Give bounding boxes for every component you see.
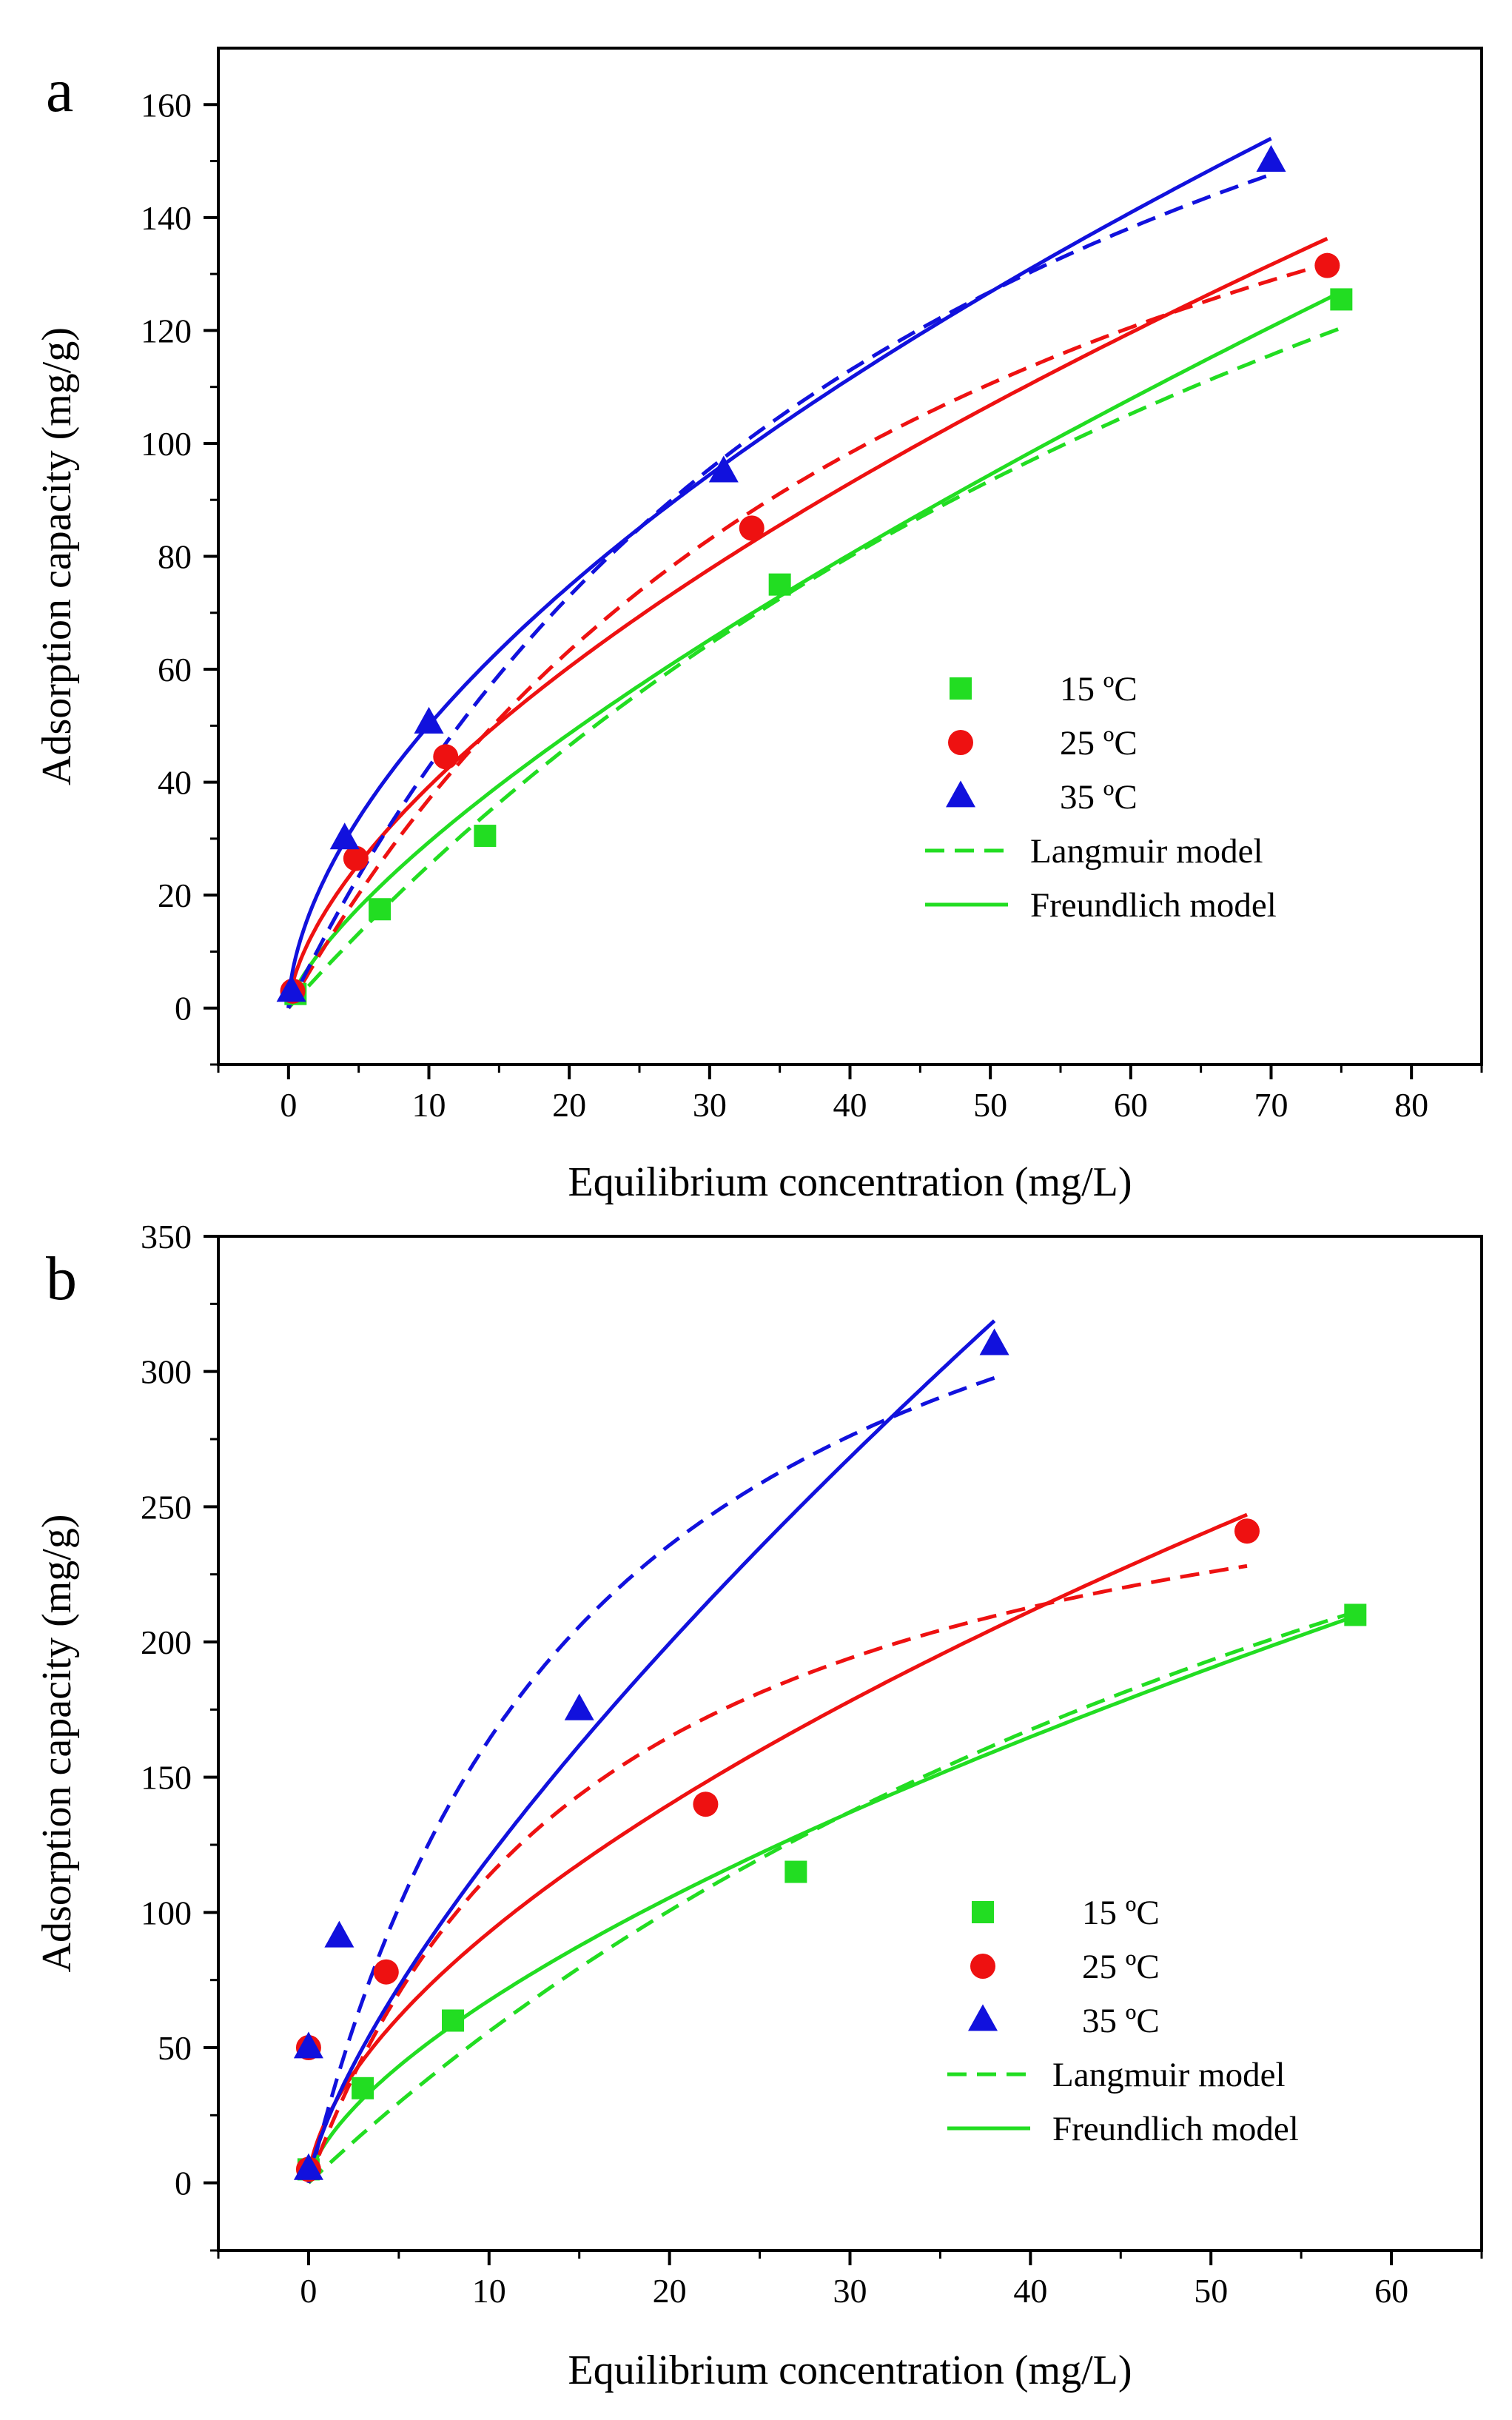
chart-a-x-tick-label: 40 <box>833 1086 867 1124</box>
chart-a-x-axis-title: Equilibrium concentration (mg/L) <box>568 1159 1132 1205</box>
chart-b-series-25-point <box>1234 1518 1260 1544</box>
chart-a-y-tick-label: 60 <box>158 651 192 688</box>
chart-b-x-tick-label: 10 <box>472 2272 506 2310</box>
chart-a-series-35-point <box>414 706 444 734</box>
chart-b-series-35-freundlich-curve <box>306 1319 996 2184</box>
chart-a-y-tick-label: 160 <box>141 86 192 124</box>
chart-a-series-15-point <box>768 573 791 596</box>
chart-b-series-15-point <box>352 2077 374 2099</box>
chart-a-x-tick-label: 70 <box>1254 1086 1288 1124</box>
chart-a-series-25-point <box>739 515 765 541</box>
chart-b-y-tick-label: 250 <box>141 1488 192 1526</box>
chart-a-y-tick-label: 0 <box>175 990 192 1028</box>
chart-a-series-15-point <box>1330 288 1353 311</box>
chart-b-y-tick-label: 300 <box>141 1353 192 1391</box>
chart-a-x-tick-label: 80 <box>1394 1086 1428 1124</box>
chart-b-panel-letter: b <box>46 1244 77 1313</box>
chart-a-panel-letter: a <box>46 56 73 125</box>
chart-b-series-35-langmuir-curve <box>306 1376 995 2184</box>
chart-b-x-tick-label: 30 <box>833 2272 867 2310</box>
chart-b-series-35-point <box>324 1920 355 1948</box>
chart-a-y-tick-label: 20 <box>158 877 192 914</box>
chart-a-y-tick-label: 40 <box>158 764 192 802</box>
chart-a-legend-symbol <box>948 730 973 755</box>
chart-b-x-axis-title: Equilibrium concentration (mg/L) <box>568 2347 1132 2393</box>
chart-a-panel: 0 10 20 30 40 50 60 70 80 0 20 40 60 80 100 120 140 160 Eq… <box>34 47 1483 1205</box>
chart-b-y-tick-label: 150 <box>141 1759 192 1797</box>
chart-b-legend-symbol <box>972 1901 994 1923</box>
chart-a-legend-label: 15 ºC <box>1060 670 1138 708</box>
chart-b-y-tick-label: 0 <box>175 2165 192 2202</box>
chart-b-x-tick-label: 50 <box>1194 2272 1228 2310</box>
chart-b-series-15-point <box>784 1860 807 1883</box>
chart-b-legend-label: 25 ºC <box>1082 1948 1160 1986</box>
chart-a-y-tick-label: 80 <box>158 538 192 576</box>
chart-a-series-15-point <box>369 898 392 921</box>
chart-a-series-25-langmuir-curve <box>286 261 1328 1009</box>
chart-a-x-tick-label: 10 <box>412 1086 446 1124</box>
chart-b-legend-symbol <box>970 1954 995 1979</box>
chart-b-series-35-point <box>293 2031 323 2059</box>
chart-a-series-35-freundlich-curve <box>286 136 1272 1008</box>
chart-b-y-tick-label: 50 <box>158 2029 192 2067</box>
chart-a-legend: 15 ºC 25 ºC 35 ºC Langmuir model Freundlich … <box>925 670 1277 925</box>
chart-a-series-25-point <box>343 845 369 871</box>
chart-b-series-15-point <box>1344 1603 1367 1626</box>
chart-a-y-tick-label: 140 <box>141 199 192 237</box>
chart-b-x-tick-label: 20 <box>653 2272 687 2310</box>
chart-a-legend-label: 35 ºC <box>1060 778 1138 817</box>
chart-a-series-15-langmuir-curve <box>286 326 1343 1010</box>
chart-a-legend-label: 25 ºC <box>1060 724 1138 762</box>
chart-a-legend-label: Freundlich model <box>1030 886 1277 925</box>
chart-a-legend-label: Langmuir model <box>1030 832 1263 871</box>
chart-b-y-tick-label: 100 <box>141 1894 192 1931</box>
chart-a-series-35-point <box>276 975 306 1002</box>
chart-b-series-35-point <box>564 1693 594 1720</box>
chart-a-series-25-point <box>433 744 459 770</box>
chart-a-x-tick-label: 50 <box>973 1086 1007 1124</box>
chart-b-legend: 15 ºC 25 ºC 35 ºC Langmuir model Freundlich … <box>947 1894 1299 2148</box>
chart-b-y-axis-title: Adsorption capacity (mg/g) <box>34 1515 80 1973</box>
chart-a-series-35-point <box>708 455 739 483</box>
chart-b-x-tick-label: 60 <box>1374 2272 1408 2310</box>
chart-a-x-tick-label: 30 <box>693 1086 727 1124</box>
chart-b-series-15-freundlich-curve <box>306 1614 1357 2183</box>
chart-a-plot-area <box>286 136 1343 1010</box>
chart-a-series-15-point <box>474 825 497 848</box>
chart-a-series-35-langmuir-curve <box>286 172 1272 1009</box>
chart-b-series-25-point <box>373 1959 399 1985</box>
chart-b-y-tick-label: 350 <box>141 1218 192 1256</box>
chart-a-y-tick-label: 100 <box>141 425 192 463</box>
chart-b-series-35-point <box>293 2153 323 2180</box>
chart-b-legend-label: Langmuir model <box>1052 2056 1286 2094</box>
chart-b-plot-area <box>306 1319 1357 2185</box>
chart-b-y-tick-label: 200 <box>141 1623 192 1661</box>
chart-b-legend-symbol <box>968 2004 998 2031</box>
chart-a-y-axis-title: Adsorption capacity (mg/g) <box>34 327 80 785</box>
chart-b-legend-label: 15 ºC <box>1082 1894 1160 1932</box>
chart-b-panel: 0 10 20 30 40 50 60 0 50 100 150 200 250 300 350 Equili… <box>34 1218 1483 2393</box>
chart-b-series-35-point <box>979 1328 1009 1355</box>
chart-b-series-25-point <box>693 1791 719 1817</box>
chart-a-series-25-freundlich-curve <box>286 237 1328 1008</box>
chart-a-x-tick-label: 60 <box>1114 1086 1148 1124</box>
chart-b-legend-label: Freundlich model <box>1052 2110 1299 2148</box>
chart-b-legend-label: 35 ºC <box>1082 2002 1160 2040</box>
chart-b-x-tick-label: 0 <box>300 2272 317 2310</box>
chart-b-x-tick-label: 40 <box>1013 2272 1047 2310</box>
chart-a-legend-symbol <box>946 780 975 808</box>
chart-a-x-tick-label: 0 <box>280 1086 297 1124</box>
chart-a-series-35-point <box>329 822 360 850</box>
chart-a-series-35-point <box>1256 144 1286 172</box>
chart-a-series-25-point <box>1314 252 1340 278</box>
chart-a-y-tick-label: 120 <box>141 312 192 349</box>
chart-a-legend-symbol <box>950 677 972 700</box>
chart-a-x-tick-label: 20 <box>552 1086 586 1124</box>
chart-b-series-15-point <box>442 2009 465 2032</box>
